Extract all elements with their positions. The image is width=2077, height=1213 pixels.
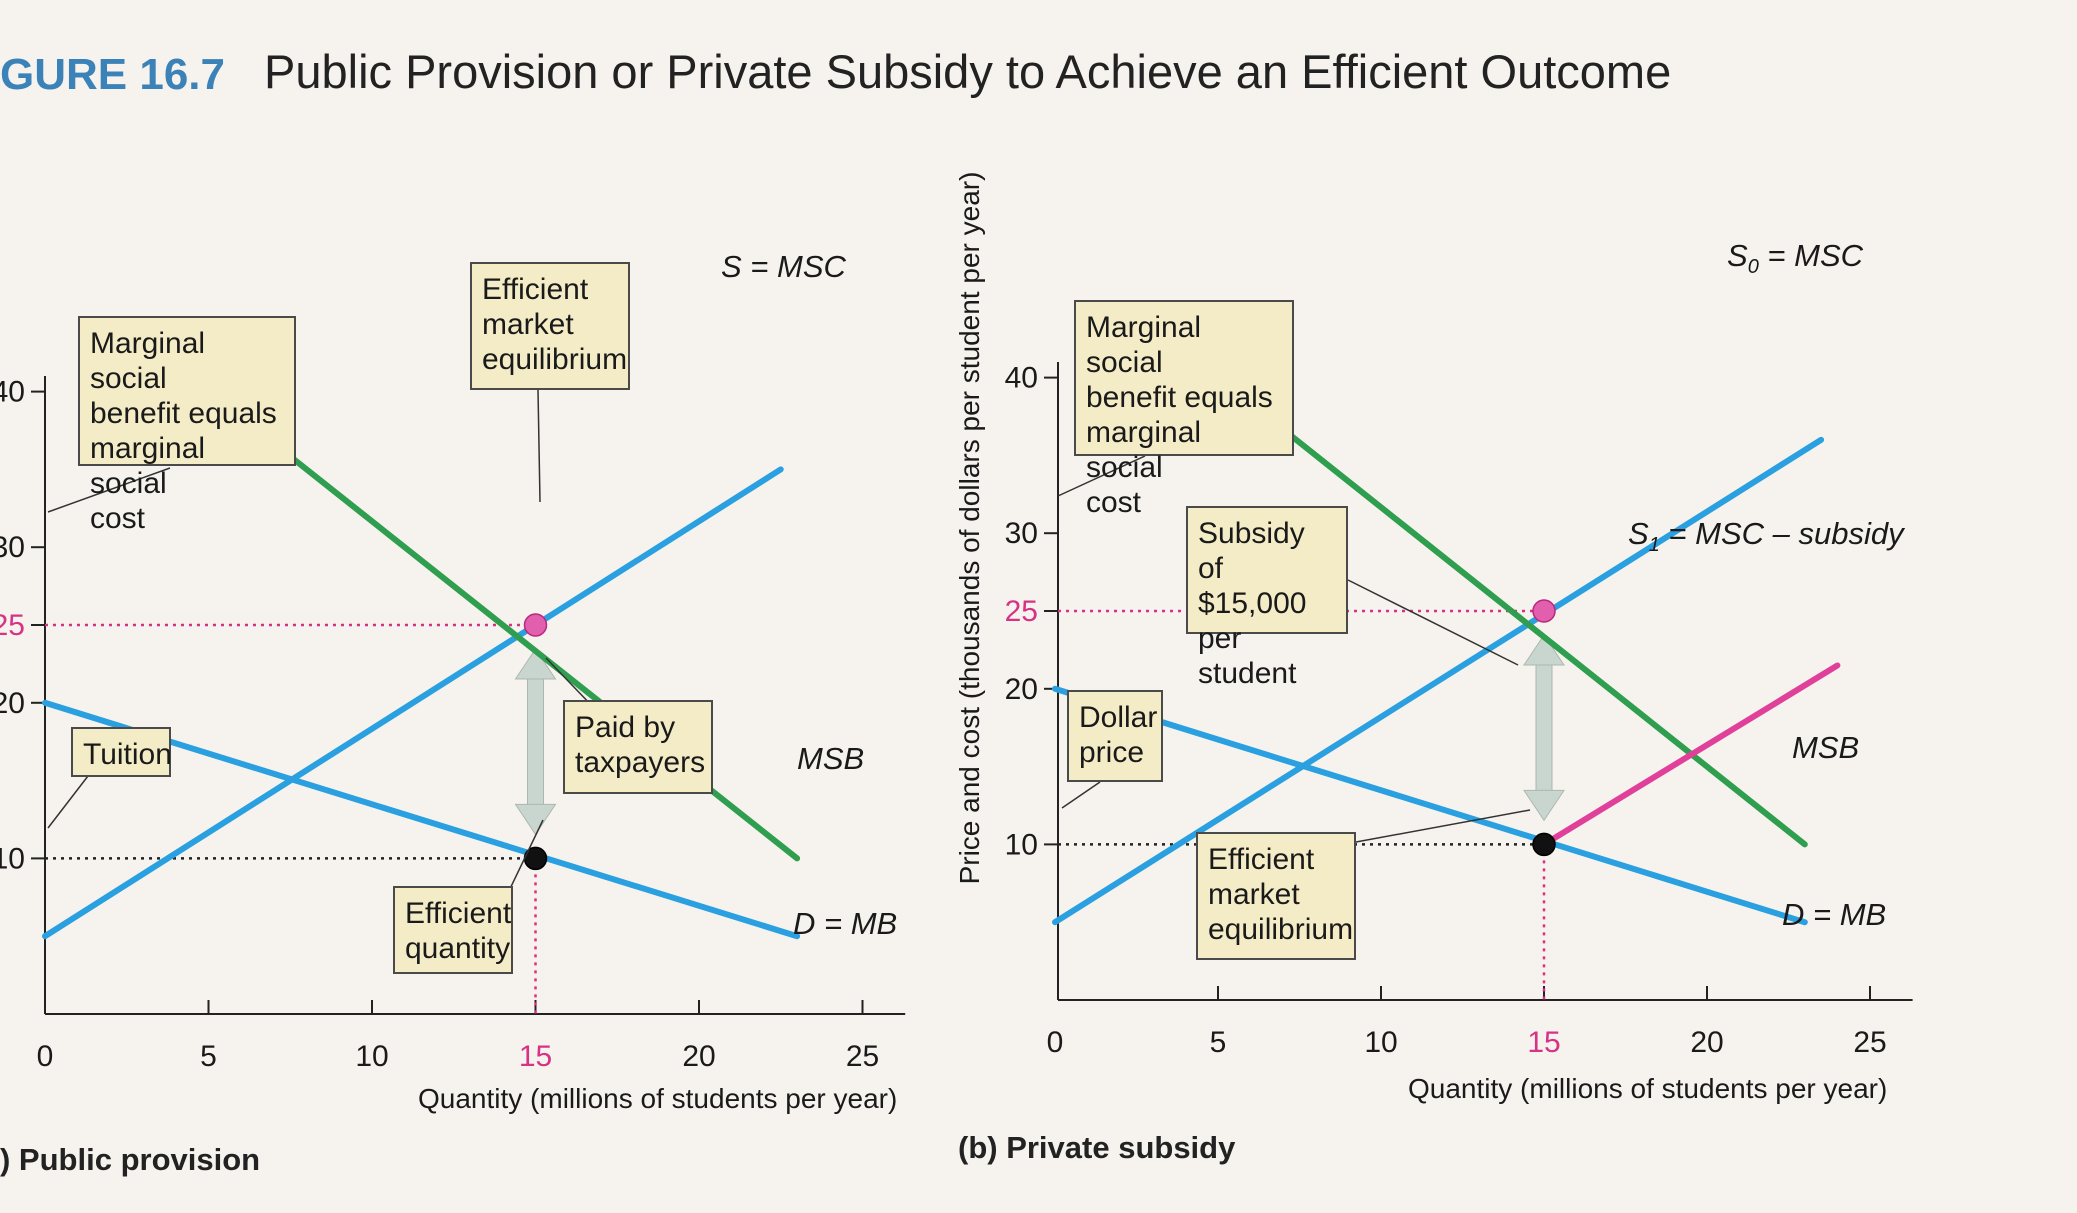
y-axis-title-b: Price and cost (thousands of dollars per… bbox=[954, 171, 985, 885]
x-tick-label: 10 bbox=[355, 1040, 388, 1073]
arrow-head-up bbox=[1523, 634, 1565, 666]
y-tick-label: 30 bbox=[0, 531, 25, 564]
x-axis-title-a: Quantity (millions of students per year) bbox=[418, 1083, 898, 1114]
leader-line-0 bbox=[47, 467, 171, 513]
arrow-shaft bbox=[1535, 660, 1553, 795]
leader-line-3 bbox=[47, 775, 89, 829]
label-s1-sub: 1 bbox=[1648, 534, 1660, 557]
x-tick-label: 15 bbox=[1527, 1026, 1560, 1059]
series-line-1 bbox=[1215, 374, 1808, 848]
series-line-2 bbox=[1052, 685, 1808, 926]
figure-title: Public Provision or Private Subsidy to A… bbox=[264, 45, 1672, 98]
arrow-head-down bbox=[514, 803, 557, 836]
leader-line-2 bbox=[1061, 781, 1101, 809]
y-tick-label: 30 bbox=[1005, 517, 1038, 550]
arrow-head-up bbox=[514, 648, 557, 680]
note-dollar-price: Dollar price bbox=[1067, 690, 1163, 782]
x-tick-label: 5 bbox=[1210, 1026, 1227, 1059]
label-msb-b: MSB bbox=[1792, 730, 1860, 765]
leader-line-0 bbox=[1057, 455, 1146, 497]
series-line-0 bbox=[42, 466, 784, 940]
arrow-head-down bbox=[1523, 789, 1565, 822]
label-s1-subsidy: S1 = MSC – subsidy bbox=[1628, 516, 1904, 557]
label-s1-rest: = MSC – subsidy bbox=[1659, 516, 1904, 551]
y-tick-label: 20 bbox=[0, 687, 25, 720]
note-paid-by-taxpayers: Paid by taxpayers bbox=[563, 700, 713, 794]
label-d-mb-a: D = MB bbox=[793, 906, 898, 941]
x-axis-title-b: Quantity (millions of students per year) bbox=[1408, 1073, 1888, 1104]
point-1 bbox=[1532, 832, 1556, 857]
leader-line-1 bbox=[1347, 579, 1519, 666]
point-0 bbox=[1532, 599, 1556, 623]
point-0 bbox=[523, 613, 548, 637]
y-tick-label: 10 bbox=[0, 842, 25, 875]
x-tick-label: 15 bbox=[519, 1040, 552, 1073]
y-tick-label: 25 bbox=[1005, 595, 1038, 628]
caption-private-subsidy: (b) Private subsidy bbox=[958, 1130, 1236, 1165]
y-tick-label: 20 bbox=[1005, 673, 1038, 706]
label-s0-rest: = MSC bbox=[1758, 238, 1864, 273]
leader-line-4 bbox=[506, 819, 544, 896]
y-tick-label: 40 bbox=[1005, 362, 1038, 395]
y-tick-label: 10 bbox=[1005, 828, 1038, 861]
x-tick-label: 0 bbox=[37, 1040, 54, 1073]
note-efficient-equilibrium-a: Efficient market equilibrium bbox=[470, 262, 630, 390]
label-s0-msc: S0 = MSC bbox=[1727, 238, 1863, 279]
y-tick-label: 25 bbox=[0, 609, 25, 642]
note-efficient-equilibrium-b: Efficient market equilibrium bbox=[1196, 832, 1356, 960]
chart-public-provision: 10 20 25 30 40 0 5 10 15 20 25 Marginal social ben… bbox=[0, 0, 1000, 1213]
note-efficient-quantity: Efficient quantity bbox=[393, 886, 513, 974]
caption-public-provision: ) Public provision bbox=[0, 1142, 261, 1177]
leader-line-3 bbox=[1355, 809, 1531, 843]
x-tick-label: 25 bbox=[1853, 1026, 1886, 1059]
note-mb-equals-mc-b: Marginal social benefit equals marginal … bbox=[1074, 300, 1294, 519]
note-tuition: Tuition bbox=[71, 727, 172, 777]
label-s0-sub: 0 bbox=[1747, 256, 1759, 279]
x-tick-label: 5 bbox=[200, 1040, 217, 1073]
series-line-0 bbox=[1052, 436, 1825, 926]
figure-number: GURE 16.7 bbox=[0, 50, 225, 99]
label-s1-main: S bbox=[1628, 516, 1649, 551]
series-line-3 bbox=[1541, 662, 1841, 848]
y-tick-label: 40 bbox=[0, 376, 25, 409]
label-s0-main: S bbox=[1727, 238, 1748, 273]
x-tick-label: 25 bbox=[846, 1040, 879, 1073]
label-d-mb-b: D = MB bbox=[1782, 897, 1887, 932]
x-tick-label: 0 bbox=[1047, 1026, 1064, 1059]
x-tick-label: 20 bbox=[682, 1040, 715, 1073]
leader-line-1 bbox=[537, 389, 541, 503]
label-s-msc-a: S = MSC bbox=[721, 249, 846, 284]
x-tick-label: 20 bbox=[1690, 1026, 1723, 1059]
x-tick-label: 10 bbox=[1364, 1026, 1397, 1059]
note-subsidy-amount: Subsidy of $15,000 per student bbox=[1186, 506, 1348, 690]
note-mb-equals-mc-a: Marginal social benefit equals marginal … bbox=[78, 316, 296, 535]
label-msb-a: MSB bbox=[797, 741, 865, 776]
